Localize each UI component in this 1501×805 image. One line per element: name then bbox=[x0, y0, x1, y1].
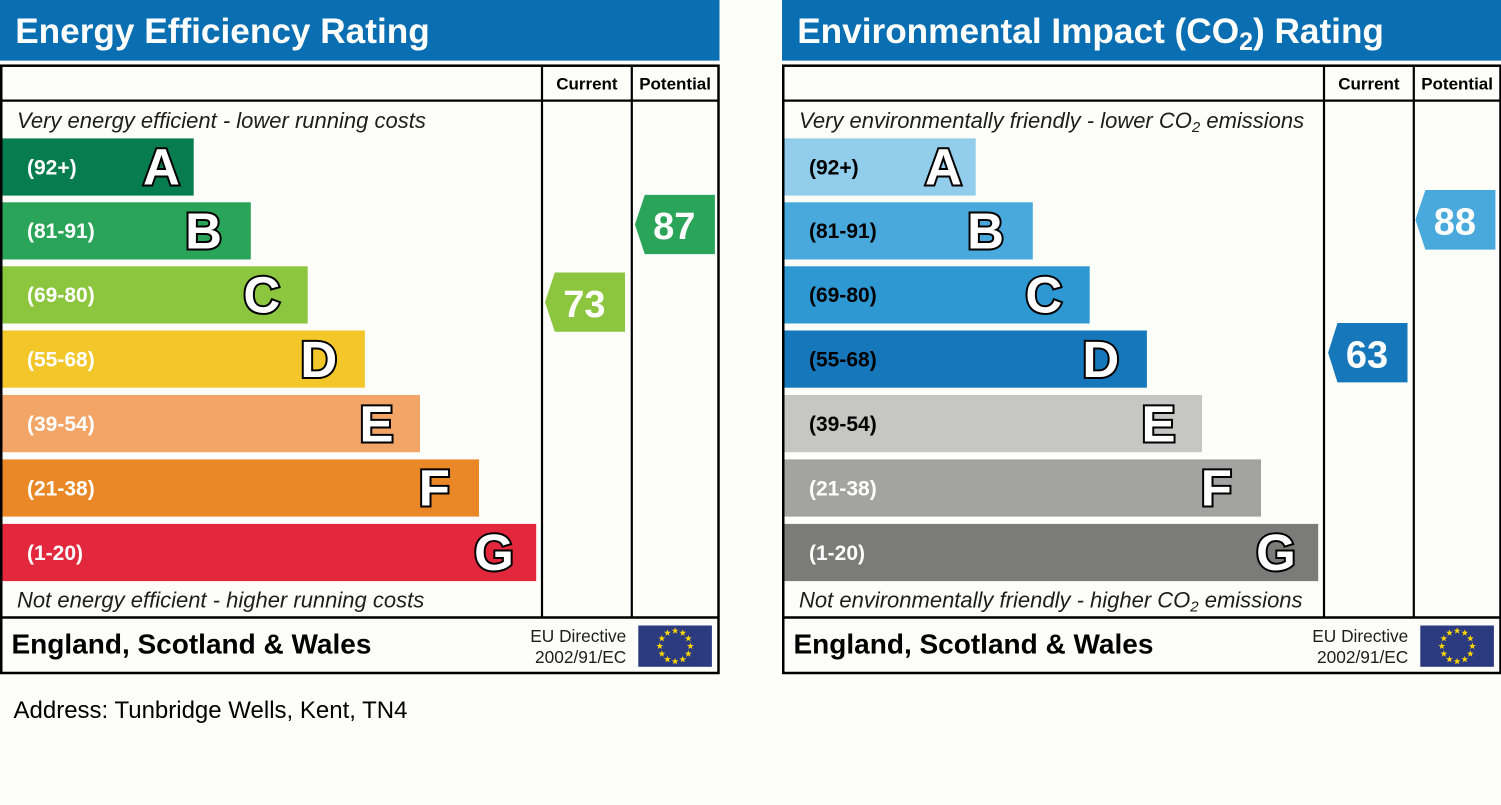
svg-text:Potential: Potential bbox=[639, 74, 711, 93]
svg-text:A: A bbox=[924, 139, 961, 196]
svg-text:2002/91/EC: 2002/91/EC bbox=[1317, 647, 1408, 667]
svg-text:EU Directive: EU Directive bbox=[530, 626, 626, 646]
svg-text:(39-54): (39-54) bbox=[809, 413, 877, 436]
svg-text:Current: Current bbox=[1338, 74, 1400, 93]
svg-text:(1-20): (1-20) bbox=[27, 542, 83, 565]
svg-text:E: E bbox=[1141, 395, 1175, 452]
svg-text:Energy Efficiency Rating: Energy Efficiency Rating bbox=[15, 12, 430, 51]
svg-text:D: D bbox=[1082, 331, 1119, 388]
svg-text:D: D bbox=[300, 331, 337, 388]
svg-text:(81-91): (81-91) bbox=[809, 220, 877, 243]
svg-text:(69-80): (69-80) bbox=[27, 284, 95, 307]
svg-text:(39-54): (39-54) bbox=[27, 413, 95, 436]
svg-text:(21-38): (21-38) bbox=[27, 477, 95, 500]
svg-text:(81-91): (81-91) bbox=[27, 220, 95, 243]
svg-text:(1-20): (1-20) bbox=[809, 542, 865, 565]
svg-text:EU Directive: EU Directive bbox=[1312, 626, 1408, 646]
svg-text:(69-80): (69-80) bbox=[809, 284, 877, 307]
svg-text:2002/91/EC: 2002/91/EC bbox=[535, 647, 626, 667]
svg-text:F: F bbox=[419, 460, 450, 517]
svg-text:73: 73 bbox=[563, 284, 605, 326]
svg-text:Environmental Impact (CO2) Rat: Environmental Impact (CO2) Rating bbox=[797, 12, 1384, 56]
svg-text:B: B bbox=[185, 203, 222, 260]
svg-text:Current: Current bbox=[556, 74, 618, 93]
svg-text:Not environmentally friendly -: Not environmentally friendly - higher CO… bbox=[799, 587, 1303, 615]
svg-text:G: G bbox=[474, 524, 514, 581]
svg-text:88: 88 bbox=[1433, 201, 1475, 243]
svg-text:Potential: Potential bbox=[1421, 74, 1493, 93]
svg-text:A: A bbox=[143, 139, 180, 196]
svg-text:F: F bbox=[1200, 460, 1231, 517]
svg-text:87: 87 bbox=[653, 206, 695, 248]
svg-text:Very energy efficient - lower: Very energy efficient - lower running co… bbox=[17, 108, 426, 133]
svg-text:C: C bbox=[1025, 267, 1062, 324]
svg-text:(55-68): (55-68) bbox=[809, 348, 877, 371]
svg-text:(55-68): (55-68) bbox=[27, 348, 95, 371]
svg-text:(92+): (92+) bbox=[27, 156, 77, 179]
svg-text:England, Scotland & Wales: England, Scotland & Wales bbox=[793, 629, 1153, 660]
svg-text:G: G bbox=[1256, 524, 1296, 581]
svg-text:B: B bbox=[967, 203, 1004, 260]
svg-text:England, Scotland & Wales: England, Scotland & Wales bbox=[12, 629, 372, 660]
svg-text:(92+): (92+) bbox=[809, 156, 859, 179]
svg-text:63: 63 bbox=[1345, 334, 1387, 376]
svg-text:(21-38): (21-38) bbox=[809, 477, 877, 500]
svg-text:E: E bbox=[359, 395, 393, 452]
svg-text:Very environmentally friendly: Very environmentally friendly - lower CO… bbox=[799, 108, 1304, 136]
svg-text:C: C bbox=[243, 267, 280, 324]
svg-text:Not energy efficient - higher: Not energy efficient - higher running co… bbox=[17, 587, 424, 612]
